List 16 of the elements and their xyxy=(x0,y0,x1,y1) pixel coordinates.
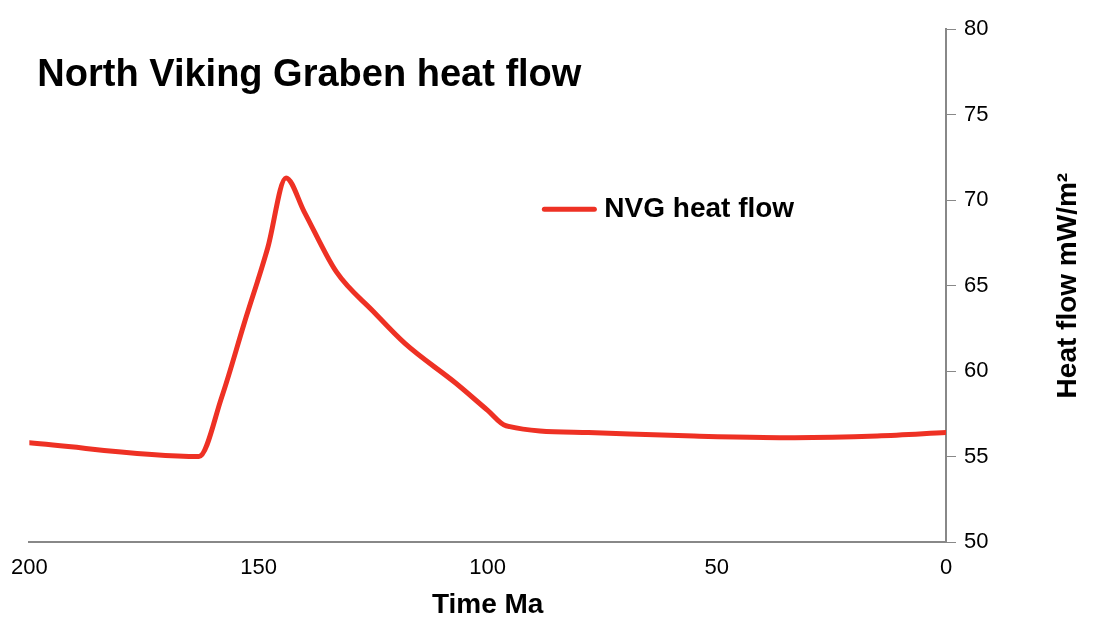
y-tick-label: 75 xyxy=(964,100,989,126)
y-tick-label: 55 xyxy=(964,442,989,468)
y-tick-label: 80 xyxy=(964,15,989,41)
x-axis-title: Time Ma xyxy=(431,587,544,619)
y-axis-title: Heat flow mW/m² xyxy=(1050,172,1082,399)
legend-label: NVG heat flow xyxy=(604,191,795,223)
x-tick-label: 200 xyxy=(10,554,48,580)
x-tick-label: 50 xyxy=(704,554,730,580)
x-tick-label: 0 xyxy=(939,554,953,580)
y-tick-label: 60 xyxy=(964,357,989,383)
text: North Viking Graben heat flow xyxy=(37,52,582,95)
x-tick-label: 150 xyxy=(240,554,277,580)
y-tick-label: 70 xyxy=(964,186,989,212)
x-tick-label: 100 xyxy=(469,554,507,580)
y-tick-label: 65 xyxy=(964,271,989,297)
y-tick-label: 50 xyxy=(964,528,989,554)
